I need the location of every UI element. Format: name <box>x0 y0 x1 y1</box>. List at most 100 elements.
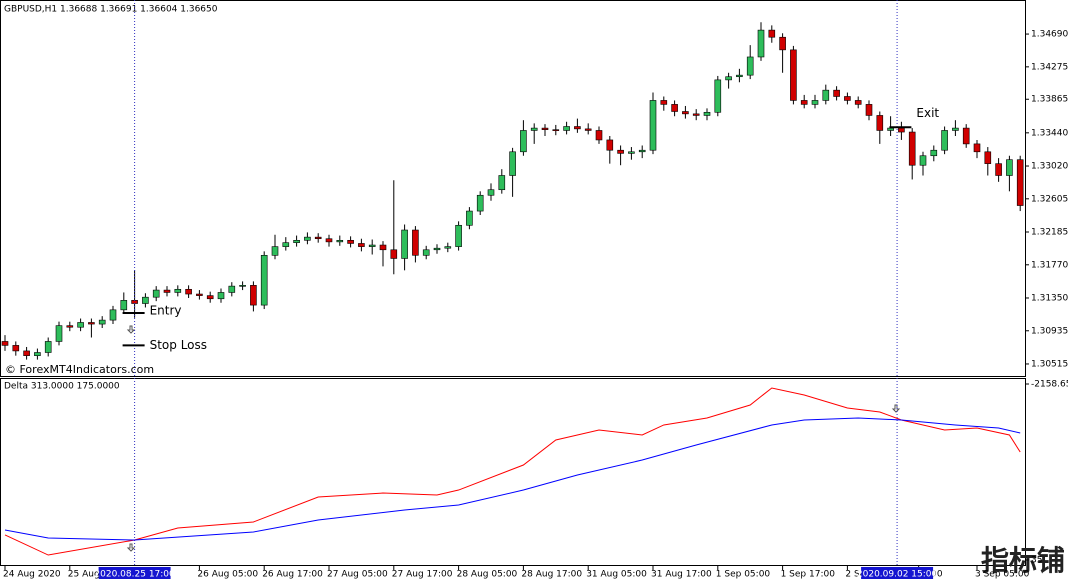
signal-arrow <box>891 404 901 413</box>
candle-body <box>768 29 776 38</box>
candle-body <box>66 325 74 328</box>
candle-body <box>433 247 441 251</box>
candle-body <box>293 239 300 243</box>
candle-body <box>412 229 419 256</box>
candle-body <box>574 126 581 130</box>
candle-body <box>77 322 84 328</box>
candle-body <box>790 49 797 101</box>
candle-body <box>466 210 473 226</box>
candle-body <box>736 74 743 78</box>
candle-body <box>995 163 1002 176</box>
candle-body <box>725 76 732 81</box>
x-tick-label: 1 Sep 05:00 <box>716 570 771 580</box>
y-tick-label: 1.33440 <box>1031 128 1068 138</box>
candle-body <box>952 127 959 131</box>
annotation-label: Exit <box>916 106 939 120</box>
candle-body <box>304 236 311 241</box>
candle-body <box>628 151 635 154</box>
x-tick-label: 28 Aug 05:00 <box>457 570 518 580</box>
candle-body <box>854 100 862 105</box>
candle-body <box>152 289 160 298</box>
candle-body <box>649 100 657 151</box>
x-tick-label: 27 Aug 17:00 <box>392 570 453 580</box>
candle-body <box>552 129 560 131</box>
x-tick-label: 27 Aug 05:00 <box>327 570 388 580</box>
candle-body <box>595 130 603 141</box>
candle-body <box>98 319 106 325</box>
candle-body <box>876 115 884 131</box>
candle-body <box>390 249 398 259</box>
y-tick-label: 1.33020 <box>1031 162 1068 172</box>
crosshair-label-bg <box>861 567 934 579</box>
y-tick-label: 1.34275 <box>1031 62 1068 72</box>
crosshair-label-bg <box>98 567 171 579</box>
candle-body <box>476 194 484 212</box>
candle-body <box>142 296 149 304</box>
x-tick-label: 31 Aug 17:00 <box>651 570 712 580</box>
candle-body <box>368 244 376 247</box>
candle-body <box>44 341 52 353</box>
candle-body <box>530 127 538 131</box>
candle-body <box>1006 159 1013 176</box>
site-watermark: © ForexMT4Indicators.com <box>5 363 154 376</box>
candle-body <box>163 289 171 293</box>
candle-body <box>217 292 225 300</box>
candle-body <box>584 128 592 131</box>
candle-body <box>844 96 851 101</box>
x-tick-label: 31 Aug 05:00 <box>586 570 647 580</box>
candle-body <box>487 189 495 196</box>
y-tick-label: 1.30935 <box>1031 326 1068 336</box>
candle-body <box>206 295 214 300</box>
candle-body <box>660 100 668 105</box>
candle-body <box>606 139 614 151</box>
candle-body <box>250 285 257 306</box>
x-tick-label: 3 Sep 05:00 <box>975 570 1030 580</box>
price-pane-frame <box>0 0 1026 377</box>
annotation-label: Entry <box>150 303 182 317</box>
candle-body <box>692 113 700 116</box>
candle-body <box>919 155 927 166</box>
annotation-label: Stop Loss <box>150 338 207 352</box>
candle-body <box>109 309 117 321</box>
candle-body <box>757 29 765 58</box>
y-tick-label: 1.31770 <box>1031 260 1068 270</box>
y-tick-label: 1.31350 <box>1031 293 1068 303</box>
candle-body <box>12 345 20 352</box>
watermark-logo: 指标铺 <box>981 544 1065 577</box>
signal-arrow <box>126 325 136 334</box>
indicator-pane-frame <box>0 378 1026 566</box>
candle-body <box>444 246 452 249</box>
candle-body <box>271 246 279 256</box>
candle-body <box>55 325 63 342</box>
candle-body <box>714 79 722 113</box>
indicator-line <box>4 417 1021 541</box>
candle-body <box>746 56 754 76</box>
x-tick-label: 26 Aug 05:00 <box>197 570 258 580</box>
candle-body <box>509 151 516 176</box>
candle-body <box>228 285 236 293</box>
candle-body <box>520 130 527 153</box>
candle-body <box>682 111 689 115</box>
x-tick-label: 25 Aug 17:00 <box>68 570 129 580</box>
y-tick-label: 35 <box>1031 555 1042 565</box>
candle-body <box>541 127 549 130</box>
crosshair-label: 2020.09.02 15:00 <box>857 570 938 580</box>
candle-body <box>455 224 462 247</box>
indicator-header: Delta 313.0000 175.0000 <box>4 382 120 392</box>
y-tick-label: -2158.65 <box>1031 379 1068 389</box>
candle-body <box>984 151 992 164</box>
candle-body <box>401 229 408 259</box>
candle-body <box>314 236 322 240</box>
candle-body <box>638 149 646 153</box>
candle-body <box>833 89 840 97</box>
candle-body <box>779 36 786 51</box>
candle-body <box>23 350 30 356</box>
candle-body <box>325 238 333 243</box>
candle-body <box>120 300 128 311</box>
x-tick-label: 24 Aug 2020 <box>3 570 61 580</box>
candle-body <box>174 288 182 293</box>
candle-body <box>671 104 678 112</box>
candle-body <box>800 100 808 105</box>
y-tick-label: 1.33865 <box>1031 95 1068 105</box>
candle-body <box>1 341 9 346</box>
